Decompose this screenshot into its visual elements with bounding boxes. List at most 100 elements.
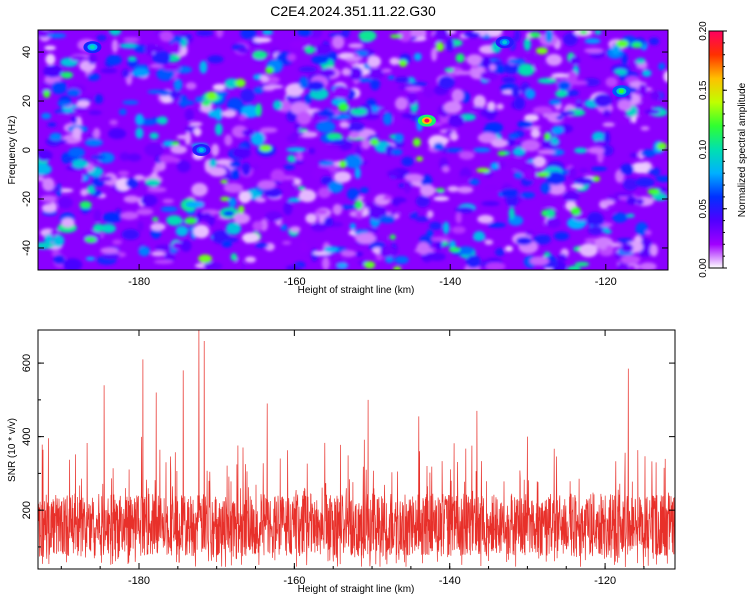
heatmap-cell <box>85 256 96 261</box>
heatmap-cell <box>415 216 430 222</box>
heatmap-cell <box>354 167 361 179</box>
heatmap-cell <box>442 221 450 235</box>
heatmap-cell <box>484 239 494 245</box>
heatmap-cell <box>317 110 336 117</box>
heatmap-cell <box>487 222 506 228</box>
heatmap-cell <box>195 96 204 103</box>
heatmap-cell <box>51 81 67 95</box>
heatmap-cell <box>556 115 564 120</box>
heatmap-cell <box>521 139 541 152</box>
heatmap-cell <box>501 76 516 84</box>
heatmap-cell <box>477 132 497 144</box>
heatmap-cell <box>76 100 91 108</box>
heatmap-cell <box>47 122 57 127</box>
heatmap-cell <box>387 75 395 80</box>
heatmap-cell <box>238 114 247 121</box>
figure-title: C2E4.2024.351.11.22.G30 <box>270 3 436 19</box>
heatmap-cell <box>503 63 520 74</box>
heatmap-cell <box>304 93 312 105</box>
heatmap-cell <box>451 88 464 103</box>
heatmap-cell <box>463 31 481 38</box>
heatmap-cell <box>584 38 601 44</box>
heatmap-cell <box>525 88 536 100</box>
heatmap-cell <box>416 242 431 255</box>
heatmap-cell <box>84 236 97 243</box>
heatmap-cell <box>323 246 339 253</box>
heatmap-cell <box>557 80 571 91</box>
heatmap-x-tick-label: -140 <box>439 276 461 288</box>
heatmap-cell <box>135 127 144 139</box>
heatmap-cell <box>152 166 160 174</box>
heatmap-cell <box>310 248 319 262</box>
heatmap-cell <box>507 58 526 65</box>
heatmap-cell <box>489 64 496 71</box>
heatmap-cell <box>49 132 63 141</box>
colorbar-tick-label: 0.15 <box>698 80 709 100</box>
heatmap-cell <box>288 183 295 190</box>
heatmap-cell <box>626 196 637 205</box>
heatmap-cell <box>44 234 54 244</box>
heatmap-cell <box>481 201 500 207</box>
heatmap-cell <box>264 187 283 199</box>
heatmap-cell <box>533 234 551 245</box>
heatmap-cell <box>272 100 283 111</box>
heatmap-cell <box>626 213 635 218</box>
heatmap-cell <box>505 138 516 146</box>
heatmap-cell <box>516 236 533 246</box>
heatmap-cell <box>591 166 608 171</box>
heatmap-cell <box>346 188 360 200</box>
heatmap-x-axis-label: Height of straight line (km) <box>298 285 415 296</box>
heatmap-cell <box>593 93 613 108</box>
heatmap-cell <box>433 142 445 151</box>
heatmap-cell <box>605 209 616 214</box>
heatmap-cell <box>149 63 164 69</box>
heatmap-cell <box>122 100 139 105</box>
heatmap-cell <box>650 91 661 101</box>
heatmap-cell <box>615 39 629 48</box>
heatmap-cell <box>649 243 659 257</box>
heatmap-cell <box>53 254 66 265</box>
heatmap-cell <box>377 107 388 112</box>
heatmap-cell <box>587 225 604 235</box>
heatmap-cell <box>370 78 380 91</box>
heatmap-cell <box>403 180 411 194</box>
heatmap-cell <box>127 153 142 162</box>
heatmap-cell <box>262 30 274 36</box>
heatmap-cell <box>150 222 166 231</box>
heatmap-cell <box>112 239 123 245</box>
heatmap-cell <box>321 257 330 270</box>
heatmap-cell <box>108 128 127 140</box>
heatmap-cell <box>315 44 332 55</box>
heatmap-cell <box>447 185 459 193</box>
heatmap-cell <box>208 158 218 168</box>
heatmap-cell <box>332 113 351 120</box>
heatmap-cell <box>647 188 660 196</box>
heatmap-cell <box>44 45 56 51</box>
heatmap-cell <box>293 178 302 186</box>
heatmap-cell <box>594 30 602 35</box>
heatmap-cell <box>221 240 232 248</box>
heatmap-cell <box>159 154 177 163</box>
heatmap-cell <box>72 107 89 113</box>
heatmap-cell <box>652 167 661 177</box>
heatmap-cell <box>367 55 381 68</box>
heatmap-cell <box>500 188 519 198</box>
heatmap-cell <box>433 196 450 202</box>
heatmap-cell <box>449 132 459 141</box>
heatmap-cell <box>229 161 241 168</box>
heatmap-cell <box>238 205 245 214</box>
heatmap-cell <box>287 53 297 62</box>
heatmap-x-tick-label: -120 <box>595 276 617 288</box>
heatmap-cell <box>60 71 74 79</box>
heatmap-cell <box>201 100 211 107</box>
heatmap-cell <box>144 178 161 187</box>
heatmap-cell <box>184 108 195 121</box>
snr-line <box>38 330 675 568</box>
heatmap-cell <box>287 197 302 203</box>
heatmap-cell <box>545 30 553 44</box>
heatmap-cell <box>226 97 243 112</box>
heatmap-cell <box>551 205 563 210</box>
heatmap-y-axis-label: Frequency (Hz) <box>7 116 18 185</box>
heatmap-cell <box>118 108 127 116</box>
heatmap-cell <box>404 173 424 182</box>
